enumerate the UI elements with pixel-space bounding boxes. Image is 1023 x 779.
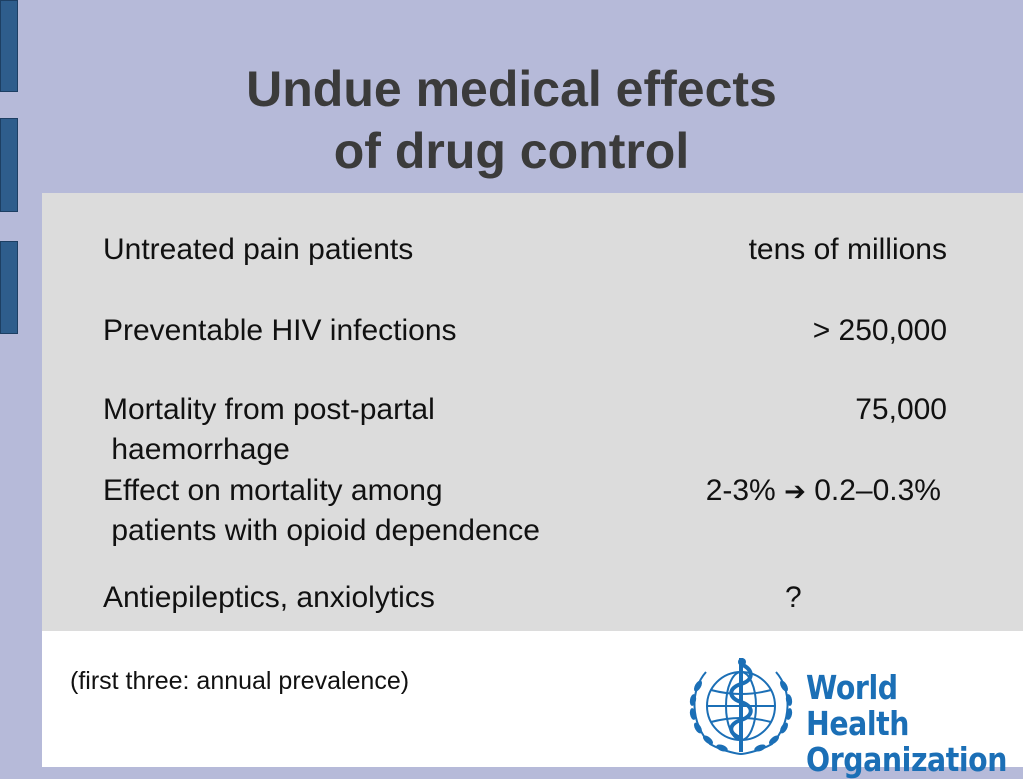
row-value-opioid: 2-3% ➔ 0.2–0.3% bbox=[706, 471, 941, 512]
row-label-post-partal-line1: Mortality from post-partal bbox=[103, 393, 435, 426]
footnote: (first three: annual prevalence) bbox=[70, 667, 410, 695]
row-label-opioid-line1: Effect on mortality among bbox=[103, 474, 443, 507]
slide-title: Undue medical effects of drug control bbox=[0, 58, 1023, 182]
who-logo-text: World Health Organization bbox=[806, 670, 1007, 778]
decorative-side-bar bbox=[0, 0, 18, 92]
row-label-hiv-infections: Preventable HIV infections bbox=[103, 314, 457, 347]
value-before: 2-3% bbox=[705, 474, 776, 507]
slide-title-line1: Undue medical effects bbox=[246, 61, 777, 117]
who-logo-line1: World Health bbox=[806, 668, 910, 743]
decorative-side-bar bbox=[0, 118, 18, 212]
who-logo-line2: Organization bbox=[806, 740, 1008, 779]
row-value-hiv-infections: > 250,000 bbox=[812, 314, 947, 347]
row-label-untreated-pain: Untreated pain patients bbox=[103, 233, 414, 266]
row-label-opioid-line2: patients with opioid dependence bbox=[103, 514, 540, 547]
row-label-antiepileptics: Antiepileptics, anxiolytics bbox=[103, 581, 435, 614]
content-panel bbox=[42, 193, 1023, 631]
row-label-post-partal-line2: haemorrhage bbox=[103, 433, 290, 466]
footer-panel bbox=[42, 631, 1023, 767]
slide-title-line2: of drug control bbox=[333, 123, 690, 179]
row-value-post-partal: 75,000 bbox=[855, 393, 947, 426]
right-arrow-icon: ➔ bbox=[784, 477, 806, 507]
row-value-antiepileptics: ? bbox=[785, 581, 802, 614]
who-emblem-icon bbox=[689, 658, 793, 755]
value-after: 0.2–0.3% bbox=[814, 474, 941, 507]
decorative-side-bar bbox=[0, 241, 18, 334]
row-value-untreated-pain: tens of millions bbox=[748, 233, 947, 266]
